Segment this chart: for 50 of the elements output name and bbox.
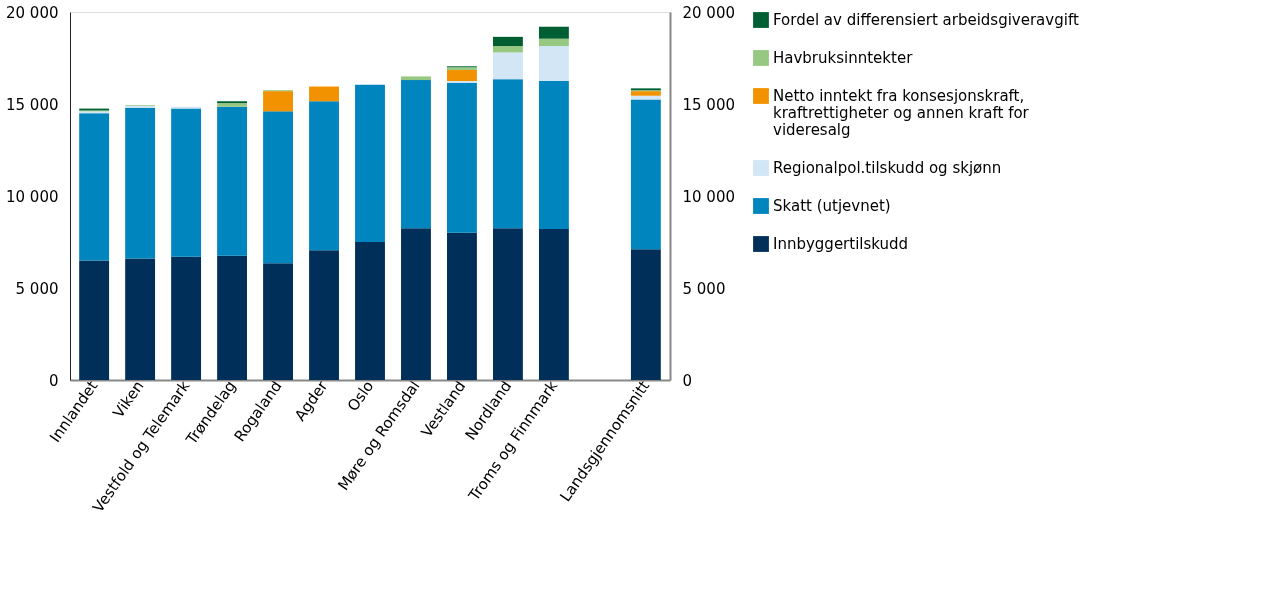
y-tick-label: 10 000 <box>6 187 59 206</box>
bar <box>263 111 293 264</box>
bar <box>538 229 569 380</box>
bar <box>447 69 477 81</box>
bar <box>217 255 248 380</box>
bar <box>309 250 339 380</box>
bar <box>355 84 385 242</box>
bar <box>630 249 661 380</box>
bar <box>630 99 661 250</box>
bar <box>401 80 431 229</box>
bar <box>492 52 523 80</box>
bar <box>79 113 110 261</box>
bar <box>538 46 569 81</box>
bar <box>492 228 523 380</box>
y2-tick-label: 0 <box>682 371 693 390</box>
y2-tick-label: 5 000 <box>682 279 726 298</box>
legend-label: Innbyggertilskudd <box>773 235 909 253</box>
legend-label: Havbruksinntekter <box>773 49 914 67</box>
legend-label: Netto inntekt fra konsesjonskraft, kraftrettigheter og annen kraft for videresalg <box>773 87 1030 139</box>
y2-tick-label: 15 000 <box>682 95 735 114</box>
bar <box>125 107 156 259</box>
y2-tick-label: 20 000 <box>682 3 735 22</box>
bar <box>217 106 248 256</box>
legend-label: Fordel av differensiert arbeidsgiveravgift <box>773 11 1079 29</box>
bar <box>401 228 431 380</box>
bar <box>538 26 569 39</box>
y-tick-label: 15 000 <box>6 95 59 114</box>
bar <box>125 258 156 380</box>
bar <box>447 82 477 233</box>
bar <box>79 260 110 380</box>
y-tick-label: 5 000 <box>15 279 59 298</box>
bar <box>630 91 661 96</box>
bar <box>538 81 569 230</box>
bar <box>171 256 202 380</box>
bar <box>492 79 523 229</box>
bar <box>447 232 477 380</box>
bar <box>538 38 569 47</box>
bar <box>309 86 339 102</box>
bar <box>309 101 339 251</box>
bar <box>263 91 293 112</box>
y2-tick-label: 10 000 <box>682 187 735 206</box>
bar <box>355 242 385 380</box>
bar <box>492 46 523 53</box>
legend-label: Skatt (utjevnet) <box>773 197 891 215</box>
bar <box>263 263 293 380</box>
bar <box>492 36 523 47</box>
bar <box>171 108 202 257</box>
legend-label: Regionalpol.tilskudd og skjønn <box>773 159 1002 177</box>
y-tick-label: 20 000 <box>6 3 59 22</box>
bar <box>401 76 431 81</box>
